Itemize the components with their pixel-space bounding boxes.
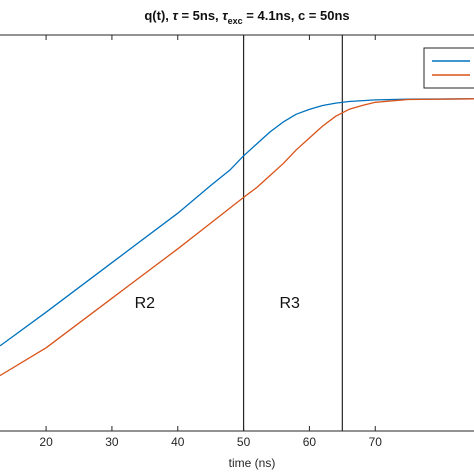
x-axis-label: time (ns) — [229, 456, 276, 470]
title-tau-exc-value: = 4.1ns, c = 50ns — [243, 8, 350, 23]
x-axis: 20 30 40 50 60 70 — [0, 35, 474, 449]
x-tick-label: 20 — [39, 435, 53, 449]
x-tick-label: 70 — [369, 435, 383, 449]
title-prefix: q(t), — [144, 8, 172, 23]
region-label: R3 — [279, 295, 300, 312]
x-tick-label: 40 — [171, 435, 185, 449]
chart-title: q(t), τ = 5ns, τexc = 4.1ns, c = 50ns — [144, 8, 349, 26]
title-tau-exc-symbol: τ — [222, 8, 228, 23]
legend — [423, 47, 474, 89]
series-line-1 — [0, 98, 474, 347]
x-tick-label: 30 — [105, 435, 119, 449]
x-tick-label: 60 — [303, 435, 317, 449]
title-tau-symbol: τ — [173, 8, 179, 23]
region-label: R2 — [135, 295, 156, 312]
plot-area: R2 R3 — [0, 34, 474, 431]
title-tau-value: = 5ns, — [178, 8, 222, 23]
title-tau-exc-subscript: exc — [228, 16, 243, 26]
x-tick-label: 50 — [237, 435, 251, 449]
legend-box — [423, 47, 474, 89]
series-line-2 — [0, 98, 474, 377]
